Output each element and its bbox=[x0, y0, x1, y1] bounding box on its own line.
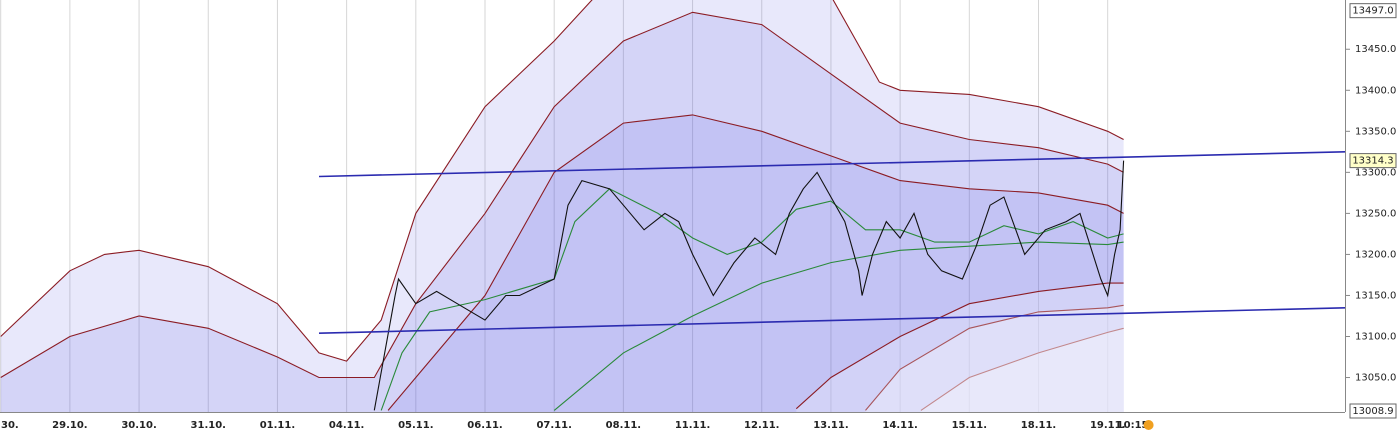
range-marker-label: 13497.0 bbox=[1352, 6, 1393, 17]
series-line bbox=[865, 304, 1124, 411]
envelope-fill bbox=[865, 305, 1124, 412]
y-tick-label: 13250.0 bbox=[1355, 208, 1396, 219]
x-tick-label: 31.10. bbox=[191, 420, 226, 431]
y-tick-label: 13150.0 bbox=[1355, 290, 1396, 301]
series-line bbox=[553, 241, 1124, 411]
y-tick-label: 13050.0 bbox=[1355, 373, 1396, 384]
x-tick-label: 19.11. bbox=[1090, 420, 1125, 431]
y-tick-label: 13450.0 bbox=[1355, 44, 1396, 55]
x-tick-label: 30.10. bbox=[121, 420, 156, 431]
envelope-fill bbox=[920, 328, 1124, 412]
last-price-label: 13314.3 bbox=[1352, 156, 1393, 167]
envelope-fill bbox=[388, 114, 1124, 412]
x-tick-label: 10:15 bbox=[1117, 420, 1149, 431]
x-tick-label: 01.11. bbox=[260, 420, 295, 431]
plot bbox=[0, 0, 1345, 412]
x-tick-label: 12.11. bbox=[744, 420, 779, 431]
x-tick-label: 29.10. bbox=[52, 420, 87, 431]
x-tick-label: 30. bbox=[1, 420, 19, 431]
y-tick-label: 13350.0 bbox=[1355, 126, 1396, 137]
range-marker-box bbox=[1349, 3, 1397, 19]
last-price-box bbox=[1349, 153, 1397, 169]
x-tick-label: 04.11. bbox=[329, 420, 364, 431]
x-tick-label: 07.11. bbox=[536, 420, 571, 431]
x-tick-label: 08.11. bbox=[606, 420, 641, 431]
x-tick-label: 06.11. bbox=[467, 420, 502, 431]
series-line bbox=[373, 160, 1125, 411]
series-line bbox=[920, 327, 1124, 411]
range-marker-box bbox=[1349, 403, 1397, 419]
range-marker-label: 13008.9 bbox=[1352, 406, 1393, 417]
x-tick-label: 14.11. bbox=[882, 420, 917, 431]
x-tick-label: 15.11. bbox=[952, 420, 987, 431]
y-tick-label: 13100.0 bbox=[1355, 331, 1396, 342]
y-tick-label: 13300.0 bbox=[1355, 167, 1396, 178]
series-line bbox=[795, 282, 1124, 410]
series-line bbox=[318, 307, 1345, 334]
x-tick-label: 11.11. bbox=[675, 420, 710, 431]
y-tick-label: 13400.0 bbox=[1355, 85, 1396, 96]
x-tick-label: 13.11. bbox=[813, 420, 848, 431]
series-line bbox=[387, 114, 1124, 411]
series-line bbox=[0, 0, 1124, 362]
x-tick-label: 18.11. bbox=[1021, 420, 1056, 431]
clock-icon bbox=[1143, 420, 1154, 430]
y-tick-label: 13200.0 bbox=[1355, 249, 1396, 260]
series-line bbox=[380, 188, 1124, 411]
series-line bbox=[318, 151, 1345, 178]
series-line bbox=[0, 11, 1124, 379]
envelope-fill bbox=[0, 12, 1124, 412]
axes: 30. 29.10. 30.10. 31.10. 01.11. 04.11. 05.11. 0… bbox=[1, 3, 1397, 431]
x-tick-label: 05.11. bbox=[398, 420, 433, 431]
